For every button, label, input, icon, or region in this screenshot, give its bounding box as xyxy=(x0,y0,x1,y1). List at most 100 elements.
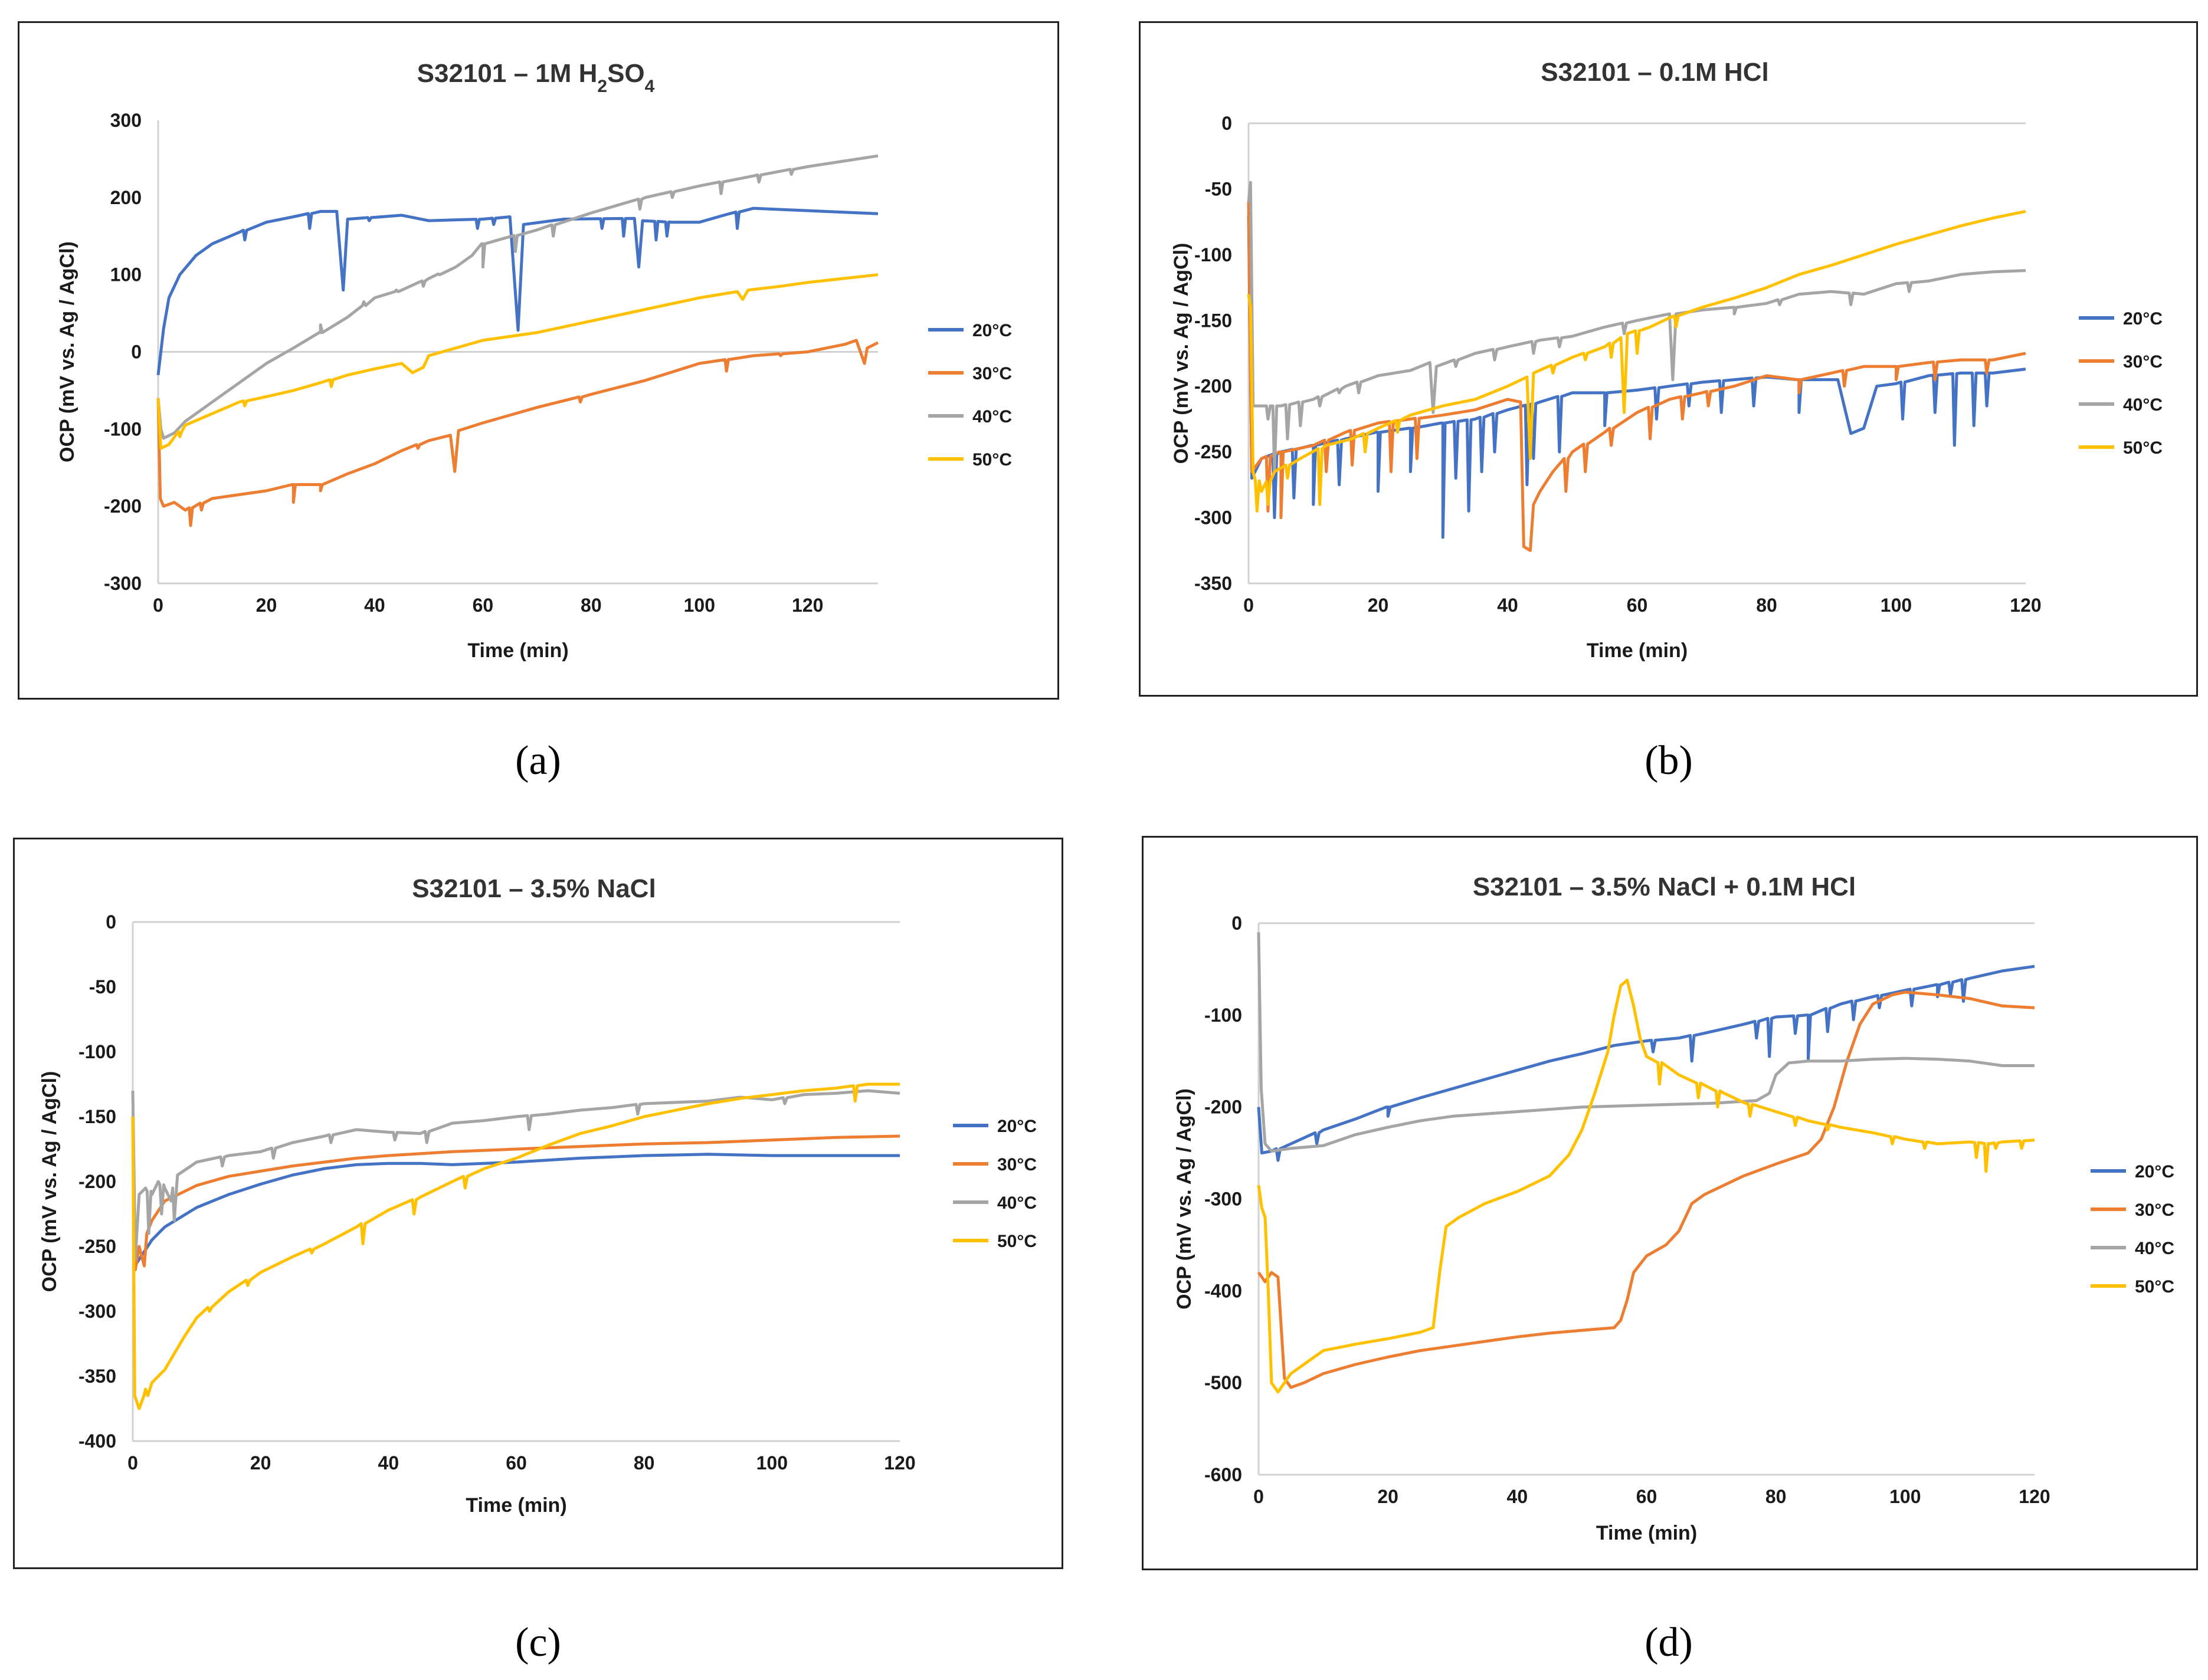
x-tick-label: 100 xyxy=(756,1452,788,1474)
series-line-40c xyxy=(1257,932,2035,1153)
legend-label: 30°C xyxy=(997,1155,1037,1174)
x-tick-label: 20 xyxy=(1377,1486,1398,1507)
y-axis-label: OCP (mV vs. Ag / AgCl) xyxy=(56,241,78,462)
series-line-50c xyxy=(1257,979,2035,1394)
series-line-30c xyxy=(131,1116,900,1272)
y-tick-label: -350 xyxy=(78,1366,116,1387)
chart-title: S32101 – 3.5% NaCl xyxy=(412,874,656,903)
y-axis-label: OCP (mV vs. Ag / AgCl) xyxy=(38,1071,61,1292)
x-tick-label: 100 xyxy=(1889,1486,1921,1507)
series-line-40c xyxy=(1247,181,2026,474)
caption-c: (c) xyxy=(515,1620,561,1665)
series-line-50c xyxy=(131,1082,900,1410)
x-tick-label: 20 xyxy=(250,1452,271,1474)
series-line-50c xyxy=(1247,209,2026,513)
y-tick-label: -150 xyxy=(78,1106,116,1127)
y-tick-label: 200 xyxy=(110,187,142,208)
chart-svg-b: S32101 – 0.1M HCl 0 -50 -100 -150 -200 -250 -30… xyxy=(1170,58,2163,662)
x-tick-label: 80 xyxy=(634,1452,655,1474)
chart-svg-c: S32101 – 3.5% NaCl 0 -50 -100 -150 -200 -250 -3… xyxy=(38,874,1037,1517)
legend-label: 50°C xyxy=(972,450,1012,470)
x-tick-label: 60 xyxy=(473,595,494,616)
series-line-20c xyxy=(131,1116,900,1268)
legend-label: 30°C xyxy=(972,364,1012,383)
series-line-20c xyxy=(1257,964,2035,1162)
y-tick-label: -250 xyxy=(1194,441,1232,462)
series-line-20c xyxy=(1247,215,2026,539)
y-tick-label: -300 xyxy=(104,573,142,594)
y-tick-label: -100 xyxy=(78,1041,116,1062)
legend-label: 50°C xyxy=(2135,1277,2174,1297)
y-tick-label: -300 xyxy=(78,1301,116,1322)
y-axis-label: OCP (mV vs. Ag / AgCl) xyxy=(1173,1088,1195,1310)
y-tick-label: -200 xyxy=(1194,376,1232,397)
x-tick-label: 20 xyxy=(1368,595,1389,616)
chart-panel-c: S32101 – 3.5% NaCl 0 -50 -100 -150 -200 -250 -3… xyxy=(13,838,1063,1569)
x-tick-label: 100 xyxy=(684,595,715,616)
legend-label: 40°C xyxy=(2135,1239,2174,1258)
x-tick-label: 0 xyxy=(1243,595,1254,616)
legend-label: 50°C xyxy=(2123,438,2163,458)
x-tick-label: 120 xyxy=(884,1452,915,1474)
caption-a: (a) xyxy=(515,738,561,783)
x-tick-label: 0 xyxy=(127,1452,138,1474)
series-line-20c xyxy=(156,206,879,376)
y-tick-label: -200 xyxy=(78,1171,116,1192)
chart-title: S32101 – 0.1M HCl xyxy=(1541,58,1768,87)
y-tick-label: -50 xyxy=(89,976,116,998)
x-axis-label: Time (min) xyxy=(466,1494,566,1517)
x-tick-label: 0 xyxy=(1253,1486,1264,1507)
y-tick-label: -400 xyxy=(1204,1280,1242,1301)
x-axis-label: Time (min) xyxy=(1587,639,1688,662)
x-tick-label: 80 xyxy=(1756,595,1777,616)
legend-label: 50°C xyxy=(997,1232,1037,1251)
legend-label: 40°C xyxy=(997,1193,1037,1213)
y-tick-label: -100 xyxy=(1194,244,1232,265)
y-tick-label: -100 xyxy=(104,418,142,439)
x-tick-label: 40 xyxy=(1497,595,1518,616)
y-tick-label: -500 xyxy=(1204,1372,1242,1393)
chart-svg-d: S32101 – 3.5% NaCl + 0.1M HCl 0 -100 -200 -3… xyxy=(1173,872,2174,1544)
legend-label: 20°C xyxy=(972,321,1012,340)
y-tick-label: -100 xyxy=(1204,1005,1242,1026)
x-tick-label: 0 xyxy=(153,595,163,616)
series-line-30c xyxy=(156,339,879,527)
chart-panel-b: S32101 – 0.1M HCl 0 -50 -100 -150 -200 -250 -30… xyxy=(1139,21,2198,697)
chart-panel-a: S32101 – 1M H2SO4 300 200 100 0 -100 -200 -300 0… xyxy=(18,21,1059,700)
y-tick-label: -200 xyxy=(1204,1097,1242,1118)
y-tick-label: -200 xyxy=(104,496,142,517)
chart-panel-d: S32101 – 3.5% NaCl + 0.1M HCl 0 -100 -200 -3… xyxy=(1142,836,2198,1570)
legend-label: 40°C xyxy=(972,407,1012,426)
x-tick-label: 80 xyxy=(1765,1486,1787,1507)
x-tick-label: 40 xyxy=(1507,1486,1528,1507)
y-tick-label: 0 xyxy=(1221,113,1232,134)
legend-label: 20°C xyxy=(2135,1162,2174,1182)
x-tick-label: 120 xyxy=(2010,595,2041,616)
y-tick-label: -150 xyxy=(1194,310,1232,331)
y-tick-label: -400 xyxy=(78,1430,116,1452)
y-tick-label: -300 xyxy=(1194,507,1232,529)
legend-label: 30°C xyxy=(2123,352,2163,372)
y-tick-label: -350 xyxy=(1194,573,1232,594)
y-tick-label: -600 xyxy=(1204,1464,1242,1485)
legend-label: 20°C xyxy=(2123,309,2163,329)
y-tick-label: 0 xyxy=(131,342,142,363)
y-tick-label: -300 xyxy=(1204,1189,1242,1210)
x-tick-label: 60 xyxy=(1627,595,1648,616)
x-tick-label: 100 xyxy=(1881,595,1912,616)
chart-title: S32101 – 1M H2SO4 xyxy=(417,59,655,96)
x-tick-label: 20 xyxy=(256,595,277,616)
series-line-40c xyxy=(156,154,879,440)
x-tick-label: 60 xyxy=(1636,1486,1657,1507)
x-tick-label: 120 xyxy=(2019,1486,2050,1507)
series-line-50c xyxy=(156,273,879,450)
chart-svg-a: S32101 – 1M H2SO4 300 200 100 0 -100 -200 -300 0… xyxy=(56,59,1012,662)
chart-title: S32101 – 3.5% NaCl + 0.1M HCl xyxy=(1473,872,1856,901)
x-axis-label: Time (min) xyxy=(467,639,568,662)
caption-b: (b) xyxy=(1644,738,1693,783)
y-tick-label: -250 xyxy=(78,1236,116,1257)
series-line-40c xyxy=(131,1089,900,1261)
y-tick-label: 0 xyxy=(106,911,116,933)
y-tick-label: 300 xyxy=(110,110,142,131)
x-tick-label: 120 xyxy=(792,595,823,616)
